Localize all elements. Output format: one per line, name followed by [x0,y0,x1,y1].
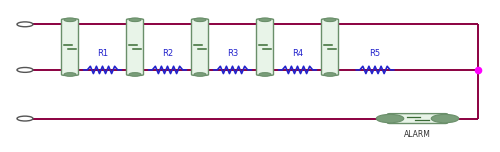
Text: R5: R5 [370,49,380,58]
FancyBboxPatch shape [62,19,78,75]
Circle shape [194,18,206,22]
Text: R2: R2 [162,49,173,58]
Circle shape [17,116,33,121]
Circle shape [64,73,76,76]
Circle shape [194,73,206,76]
Circle shape [431,114,459,123]
FancyBboxPatch shape [256,19,274,75]
Circle shape [259,18,271,22]
Circle shape [64,18,76,22]
Circle shape [324,18,336,22]
FancyBboxPatch shape [322,19,338,75]
Circle shape [17,22,33,27]
FancyBboxPatch shape [126,19,144,75]
FancyBboxPatch shape [388,114,448,123]
Circle shape [129,18,141,22]
Circle shape [259,73,271,76]
Circle shape [129,73,141,76]
Text: R1: R1 [97,49,108,58]
Circle shape [17,67,33,72]
Text: ALARM: ALARM [404,130,431,139]
Text: R3: R3 [227,49,238,58]
Circle shape [324,73,336,76]
Text: R4: R4 [292,49,303,58]
FancyBboxPatch shape [192,19,208,75]
Circle shape [376,114,404,123]
